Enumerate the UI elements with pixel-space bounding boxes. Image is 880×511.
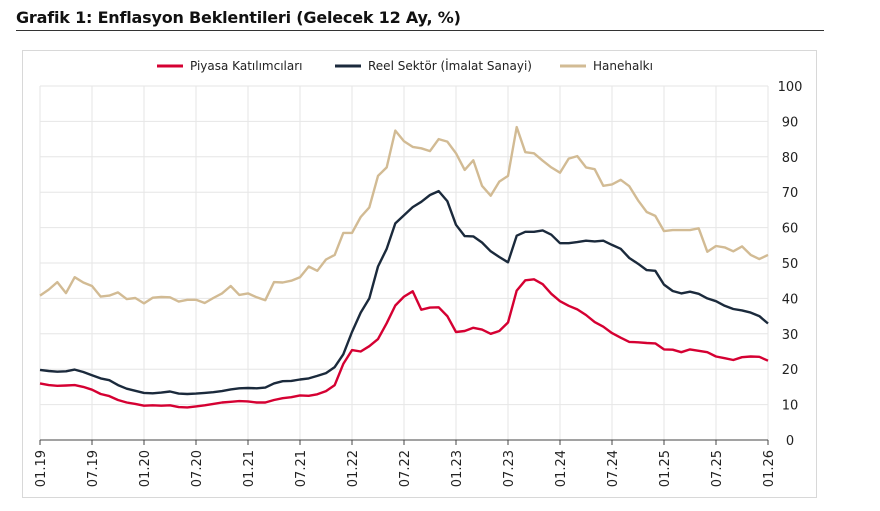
x-tick-label: 01.20 (138, 450, 153, 487)
x-tick-label: 07.24 (606, 450, 621, 487)
y-tick-label: 20 (782, 363, 799, 378)
chart-frame (22, 50, 817, 498)
y-tick-label: 60 (782, 222, 799, 237)
x-tick-label: 01.22 (346, 450, 361, 487)
chart-title: Grafik 1: Enflasyon Beklentileri (Gelece… (16, 8, 461, 27)
x-tick-label: 07.20 (190, 450, 205, 487)
y-tick-label: 10 (782, 399, 799, 414)
legend-label: Hanehalkı (593, 59, 653, 73)
x-tick-label: 01.24 (554, 450, 569, 487)
x-tick-label: 01.26 (762, 450, 777, 487)
y-tick-label: 90 (782, 115, 799, 130)
y-tick-label: 40 (782, 292, 799, 307)
legend-label: Piyasa Katılımcıları (190, 59, 302, 73)
y-tick-label: 30 (782, 328, 799, 343)
y-tick-label: 50 (782, 257, 799, 272)
x-tick-label: 07.19 (86, 450, 101, 487)
y-tick-label: 100 (778, 80, 803, 95)
x-tick-label: 07.23 (502, 450, 517, 487)
legend-label: Reel Sektör (İmalat Sanayi) (368, 58, 532, 73)
title-underline (16, 30, 824, 31)
x-tick-label: 07.22 (398, 450, 413, 487)
y-tick-label: 70 (782, 186, 799, 201)
x-tick-label: 01.19 (34, 450, 49, 487)
x-tick-label: 07.21 (294, 450, 309, 487)
series-line-1 (39, 189, 769, 396)
x-tick-label: 07.25 (710, 450, 725, 487)
x-tick-label: 01.25 (658, 450, 673, 487)
y-tick-label: 0 (786, 434, 794, 449)
series-line-2 (39, 125, 769, 305)
x-tick-label: 01.23 (450, 450, 465, 487)
series-line-0 (39, 278, 769, 409)
y-tick-label: 80 (782, 151, 799, 166)
x-tick-label: 01.21 (242, 450, 257, 487)
